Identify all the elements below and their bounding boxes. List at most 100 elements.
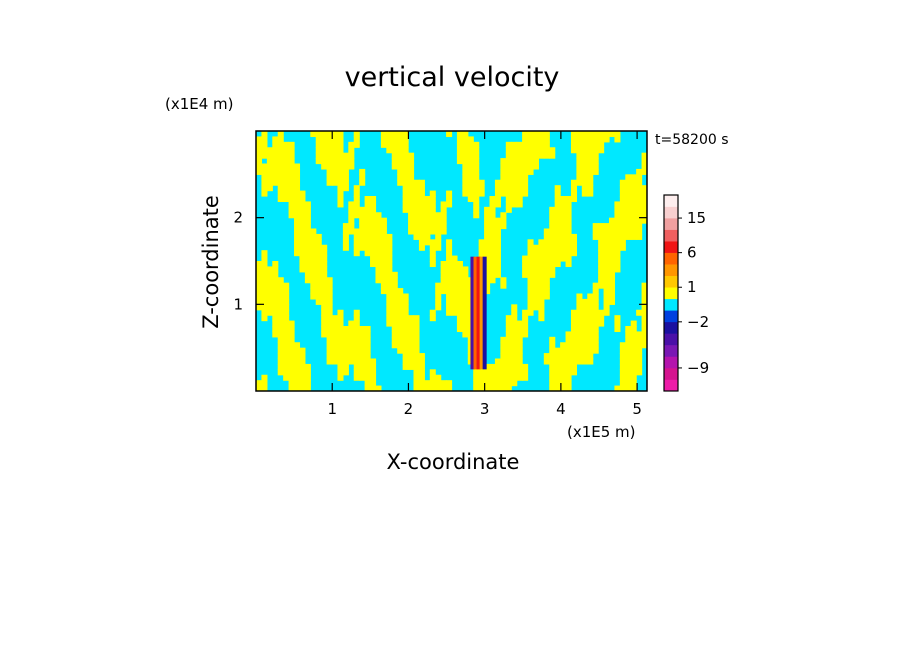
field-cell — [337, 136, 344, 143]
field-cell — [538, 147, 545, 154]
field-cell — [538, 277, 545, 284]
field-cell — [505, 326, 512, 333]
field-cell — [630, 380, 637, 387]
field-cell — [538, 152, 545, 159]
field-cell — [625, 223, 632, 230]
field-cell — [342, 239, 349, 246]
field-cell — [619, 342, 626, 349]
field-cell — [397, 141, 404, 148]
field-cell — [299, 244, 306, 251]
field-cell — [587, 293, 594, 300]
field-cell — [484, 250, 491, 257]
field-cell — [505, 141, 512, 148]
field-cell — [619, 223, 626, 230]
field-cell — [636, 233, 643, 240]
field-cell — [397, 336, 404, 343]
field-cell — [630, 212, 637, 219]
field-cell — [408, 363, 415, 370]
field-cell — [380, 217, 387, 224]
field-cell — [326, 174, 333, 181]
field-cell — [511, 196, 518, 203]
field-cell — [408, 336, 415, 343]
field-cell — [359, 358, 366, 365]
field-cell — [342, 369, 349, 376]
field-cell — [560, 239, 567, 246]
field-cell — [598, 277, 605, 284]
field-cell — [456, 309, 463, 316]
field-cell — [326, 353, 333, 360]
field-cell — [266, 293, 273, 300]
field-cell — [283, 326, 290, 333]
field-cell — [576, 353, 583, 360]
field-cell — [256, 158, 263, 165]
field-cell — [505, 190, 512, 197]
field-cell — [505, 206, 512, 213]
field-cell — [304, 369, 311, 376]
field-cell — [408, 179, 415, 186]
field-cell — [598, 266, 605, 273]
field-cell — [446, 304, 453, 311]
field-cell — [348, 147, 355, 154]
field-cell — [467, 168, 474, 175]
colorbar-swatch — [664, 287, 678, 300]
field-cell — [543, 131, 550, 138]
field-cell — [587, 342, 594, 349]
field-cell — [543, 141, 550, 148]
field-cell — [435, 212, 442, 219]
field-cell — [592, 304, 599, 311]
field-cell — [565, 217, 572, 224]
field-cell — [440, 201, 447, 208]
field-cell — [288, 358, 295, 365]
field-cell — [500, 277, 507, 284]
field-cell — [560, 255, 567, 262]
field-cell — [505, 358, 512, 365]
field-cell — [375, 266, 382, 273]
field-cell — [456, 293, 463, 300]
field-cell — [326, 331, 333, 338]
field-cell — [429, 212, 436, 219]
field-cell — [543, 250, 550, 257]
field-cell — [511, 152, 518, 159]
field-cell — [576, 326, 583, 333]
field-cell — [576, 304, 583, 311]
field-cell — [353, 206, 360, 213]
field-cell — [614, 228, 621, 235]
field-cell — [283, 309, 290, 316]
field-cell — [538, 266, 545, 273]
field-cell — [641, 342, 647, 349]
field-cell — [304, 380, 311, 387]
field-cell — [364, 212, 371, 219]
field-cell — [560, 206, 567, 213]
field-cell — [386, 304, 393, 311]
field-cell — [408, 358, 415, 365]
field-cell — [527, 158, 534, 165]
field-cell — [500, 179, 507, 186]
field-cell — [505, 374, 512, 381]
field-cell — [446, 190, 453, 197]
field-cell — [348, 320, 355, 327]
field-cell — [608, 223, 616, 230]
field-cell — [489, 201, 496, 208]
field-cell — [315, 131, 322, 138]
field-cell — [418, 201, 425, 208]
jet-streak — [470, 256, 475, 370]
field-cell — [435, 282, 442, 289]
field-cell — [484, 380, 491, 387]
field-cell — [277, 158, 284, 165]
field-cell — [261, 250, 268, 257]
field-cell — [549, 261, 556, 268]
field-cell — [598, 282, 605, 289]
field-cell — [641, 168, 647, 175]
field-cell — [625, 201, 632, 208]
field-cell — [408, 196, 415, 203]
field-cell — [598, 233, 605, 240]
field-cell — [435, 298, 442, 305]
field-cell — [342, 223, 349, 230]
field-cell — [625, 212, 632, 219]
field-cell — [494, 239, 501, 246]
field-cell — [543, 266, 550, 273]
field-cell — [527, 152, 534, 159]
field-cell — [511, 369, 518, 376]
field-cell — [570, 239, 577, 246]
field-cell — [294, 250, 301, 257]
